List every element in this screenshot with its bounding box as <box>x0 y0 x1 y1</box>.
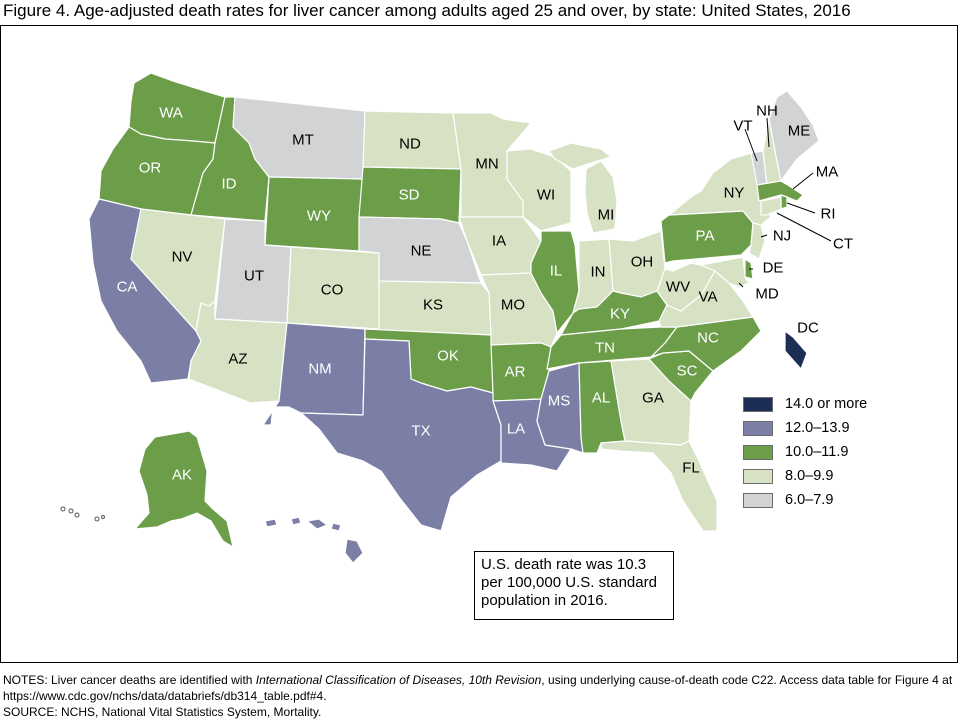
label-IA: IA <box>492 233 506 250</box>
legend-swatch <box>743 444 773 460</box>
state-NC[interactable] <box>650 316 762 372</box>
state-DC[interactable] <box>784 330 808 370</box>
state-CT[interactable] <box>760 196 782 216</box>
legend-swatch <box>743 396 773 412</box>
label-FL: FL <box>682 460 700 477</box>
state-WI[interactable] <box>506 148 572 232</box>
legend-label: 12.0–13.9 <box>785 420 850 436</box>
label-WA: WA <box>159 105 183 122</box>
label-NV: NV <box>172 249 193 266</box>
state-TX[interactable] <box>300 338 502 532</box>
figure-notes: NOTES: Liver cancer deaths are identifie… <box>3 672 953 720</box>
label-SC: SC <box>677 363 698 380</box>
legend-item: 10.0–11.9 <box>743 440 867 464</box>
label-SD: SD <box>399 187 420 204</box>
alaska-islands <box>60 506 105 522</box>
label-KY: KY <box>610 306 630 323</box>
note-line: per 100,000 U.S. standard <box>481 574 657 591</box>
label-DE: DE <box>763 260 784 277</box>
legend-swatch <box>743 492 773 508</box>
us-map: WA OR CA ID NV MT WY UT CO AZ NM ND SD N… <box>60 72 853 564</box>
map-frame: WA OR CA ID NV MT WY UT CO AZ NM ND SD N… <box>0 25 958 663</box>
state-AK[interactable] <box>134 430 234 548</box>
label-UT: UT <box>244 268 264 285</box>
legend-swatch <box>743 420 773 436</box>
us-rate-note: U.S. death rate was 10.3 per 100,000 U.S… <box>474 551 674 620</box>
figure-title: Figure 4. Age-adjusted death rates for l… <box>3 1 851 20</box>
label-ND: ND <box>399 136 421 153</box>
label-RI: RI <box>821 206 836 223</box>
label-AK: AK <box>172 467 192 484</box>
leader-lines <box>738 117 832 288</box>
label-VT: VT <box>733 118 752 135</box>
state-AZ[interactable] <box>188 300 288 404</box>
label-LA: LA <box>507 421 525 438</box>
label-NY: NY <box>724 185 745 202</box>
label-NE: NE <box>411 243 432 260</box>
state-MI[interactable] <box>548 142 618 234</box>
legend-item: 6.0–7.9 <box>743 488 867 512</box>
state-HI[interactable] <box>264 516 364 564</box>
label-NJ: NJ <box>773 228 791 245</box>
note-line: U.S. death rate was 10.3 <box>481 556 647 573</box>
label-DC: DC <box>797 320 819 337</box>
state-MD[interactable] <box>700 256 750 288</box>
label-GA: GA <box>642 390 664 407</box>
legend-label: 10.0–11.9 <box>785 444 849 460</box>
label-AL: AL <box>592 390 610 407</box>
notes-icd-title: International Classification of Diseases… <box>255 673 542 687</box>
label-NC: NC <box>697 330 719 347</box>
state-ME[interactable] <box>768 90 820 182</box>
state-IL[interactable] <box>530 230 580 334</box>
label-VA: VA <box>699 289 718 306</box>
note-line: population in 2016. <box>481 592 608 609</box>
label-IN: IN <box>591 264 606 281</box>
legend-item: 12.0–13.9 <box>743 416 867 440</box>
label-MI: MI <box>598 207 615 224</box>
label-MO: MO <box>501 297 525 314</box>
label-MD: MD <box>755 286 778 303</box>
state-NJ[interactable] <box>748 222 766 260</box>
label-OK: OK <box>437 348 459 365</box>
label-ME: ME <box>788 123 811 140</box>
label-CA: CA <box>117 279 138 296</box>
label-AZ: AZ <box>228 351 247 368</box>
label-TX: TX <box>411 423 430 440</box>
label-WY: WY <box>307 208 331 225</box>
map-legend: 14.0 or more 12.0–13.9 10.0–11.9 8.0–9.9… <box>743 392 867 512</box>
legend-label: 14.0 or more <box>785 396 868 412</box>
label-TN: TN <box>595 340 615 357</box>
label-KS: KS <box>423 297 443 314</box>
label-MN: MN <box>475 156 498 173</box>
label-MS: MS <box>548 393 571 410</box>
label-NH: NH <box>756 103 778 120</box>
legend-label: 6.0–7.9 <box>785 492 834 508</box>
source-text: SOURCE: NCHS, National Vital Statistics … <box>3 705 322 719</box>
label-AR: AR <box>505 364 526 381</box>
label-WV: WV <box>666 279 690 296</box>
label-HI: HI <box>317 542 332 559</box>
label-WI: WI <box>537 187 555 204</box>
legend-label: 8.0–9.9 <box>785 468 834 484</box>
label-OR: OR <box>139 160 162 177</box>
label-MA: MA <box>816 164 839 181</box>
state-RI[interactable] <box>780 194 788 210</box>
legend-swatch <box>743 468 773 484</box>
label-MT: MT <box>292 132 314 149</box>
label-NM: NM <box>308 361 331 378</box>
label-IL: IL <box>550 263 563 280</box>
label-OH: OH <box>631 254 654 271</box>
state-MA[interactable] <box>756 180 804 202</box>
label-ID: ID <box>222 176 237 193</box>
state-FL[interactable] <box>600 440 718 532</box>
label-CO: CO <box>321 282 344 299</box>
legend-item: 14.0 or more <box>743 392 867 416</box>
notes-text: NOTES: Liver cancer deaths are identifie… <box>3 673 953 703</box>
label-PA: PA <box>696 228 715 245</box>
label-CT: CT <box>833 236 853 253</box>
legend-item: 8.0–9.9 <box>743 464 867 488</box>
